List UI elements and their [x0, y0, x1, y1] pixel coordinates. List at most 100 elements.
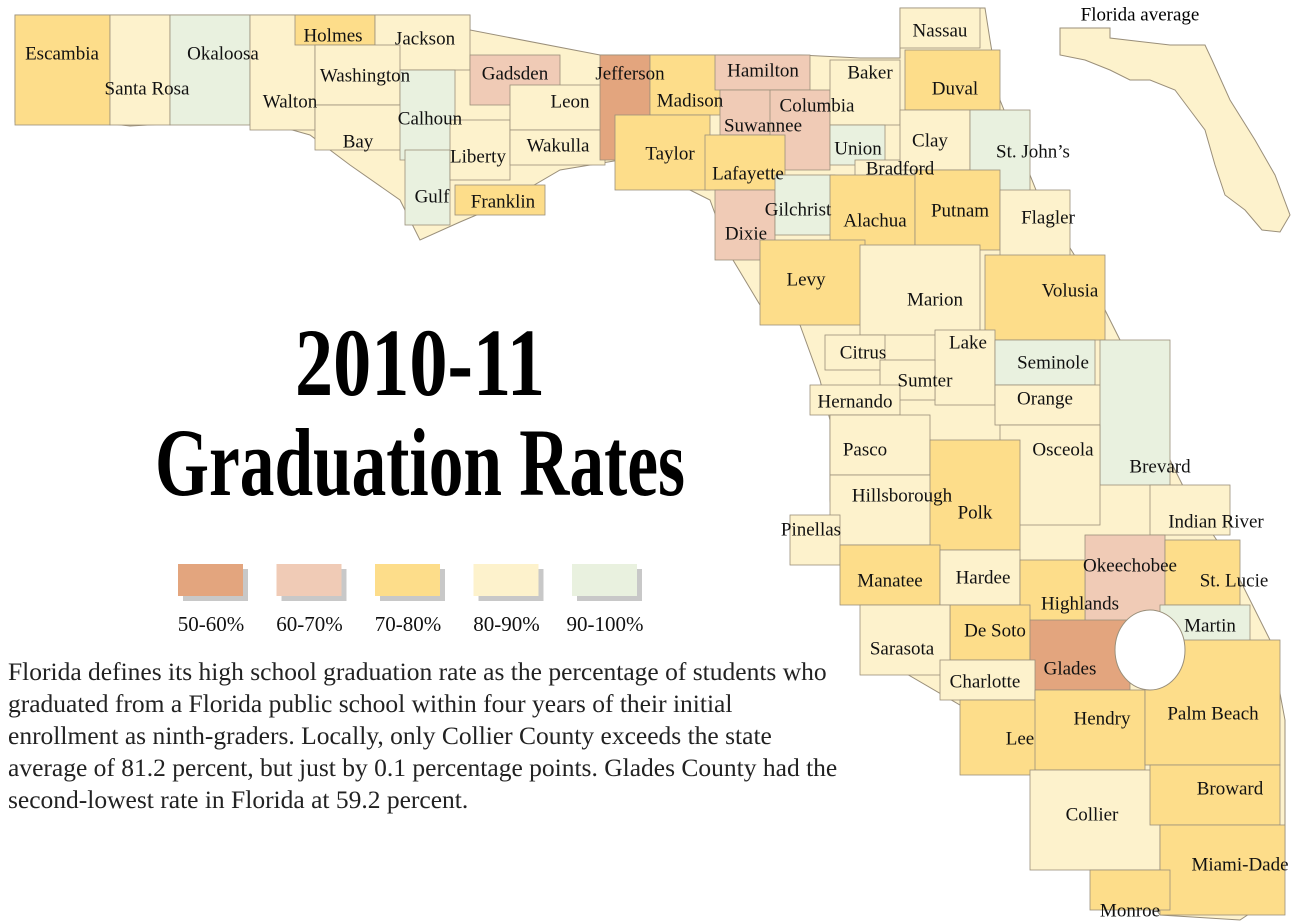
county-label: Taylor	[645, 143, 695, 164]
county	[824, 334, 886, 371]
county-label: Leon	[550, 91, 590, 112]
county	[859, 604, 951, 676]
county	[774, 174, 836, 236]
county-label: Gulf	[415, 186, 451, 207]
county-label: Madison	[657, 90, 724, 111]
legend-swatch	[178, 564, 243, 596]
county-label: Union	[834, 138, 882, 159]
county	[109, 14, 171, 126]
county-label: Hernando	[818, 391, 893, 412]
county-label: Hamilton	[727, 60, 799, 81]
county	[1089, 869, 1171, 911]
county	[939, 659, 1036, 701]
title-line1: 2010-11	[295, 309, 545, 416]
counties	[14, 7, 1286, 921]
county	[959, 699, 1041, 776]
county	[934, 329, 996, 406]
county	[949, 604, 1031, 661]
county-label: Volusia	[1042, 280, 1099, 301]
county-label: Lake	[949, 332, 987, 353]
county	[994, 384, 1106, 426]
county	[914, 169, 1001, 251]
county-label: Sumter	[898, 370, 954, 391]
county	[1149, 484, 1231, 536]
county-label: Columbia	[780, 95, 856, 116]
county-label: Clay	[912, 130, 948, 151]
county	[929, 439, 1021, 551]
county	[839, 544, 941, 606]
county-label: De Soto	[964, 620, 1026, 641]
county-label: Orange	[1017, 388, 1073, 409]
county-label: Liberty	[450, 146, 506, 167]
county-label: Holmes	[303, 25, 362, 46]
county-label: Pinellas	[781, 519, 841, 540]
county	[939, 549, 1021, 606]
county	[714, 54, 811, 91]
county	[899, 7, 981, 49]
county-label: Marion	[907, 289, 963, 310]
legend-swatch	[276, 564, 342, 596]
county	[314, 44, 401, 106]
county-label: Hardee	[956, 567, 1011, 588]
county-label: Jackson	[395, 28, 456, 49]
county-label: Baker	[847, 62, 893, 83]
county-label: Osceola	[1032, 439, 1094, 460]
title-line2: Graduation Rates	[155, 409, 685, 516]
county-label: Duval	[932, 78, 978, 99]
county-label: Jefferson	[595, 63, 665, 84]
county	[1159, 824, 1286, 916]
legend-swatch	[473, 564, 539, 596]
county	[859, 244, 981, 336]
legend-label: 60-70%	[276, 612, 343, 636]
county-label: Bay	[343, 131, 374, 152]
county-label: Bradford	[866, 158, 935, 179]
county	[509, 84, 606, 131]
inset-label: Florida average	[1081, 4, 1200, 25]
county	[829, 59, 901, 126]
county-label: Collier	[1066, 804, 1119, 825]
lake	[1114, 609, 1186, 691]
county-label: Palm Beach	[1167, 703, 1259, 724]
county-label: Broward	[1197, 778, 1264, 799]
county-label: Franklin	[471, 191, 536, 212]
county	[314, 104, 406, 151]
county	[994, 339, 1096, 386]
county-label: Manatee	[857, 570, 922, 591]
county-label: Seminole	[1017, 352, 1089, 373]
county-label: Polk	[958, 502, 993, 523]
description: Florida defines its high school graduati…	[8, 657, 838, 814]
county	[789, 514, 841, 566]
county-label: Highlands	[1041, 593, 1119, 614]
county	[399, 69, 456, 161]
county-label: Gilchrist	[765, 199, 832, 220]
county	[449, 119, 511, 181]
county	[169, 14, 251, 126]
county	[1099, 339, 1171, 486]
county-label: Santa Rosa	[105, 78, 191, 99]
county	[294, 14, 376, 46]
county-label: Alachua	[843, 210, 907, 231]
legend-label: 50-60%	[178, 612, 245, 636]
county	[614, 114, 711, 191]
county	[904, 49, 1001, 111]
county-labels: Escambia Santa Rosa Okaloosa Walton Holmes Ja…	[25, 20, 1288, 921]
county-label: Calhoun	[398, 108, 463, 129]
county-label: St. Lucie	[1200, 570, 1269, 591]
legend-label: 80-90%	[473, 612, 540, 636]
county	[1029, 619, 1131, 691]
legend-label: 70-80%	[375, 612, 442, 636]
county	[984, 254, 1106, 341]
county	[759, 239, 866, 326]
county	[1029, 769, 1161, 871]
county-label: Hendry	[1074, 708, 1131, 729]
county-label: Indian River	[1168, 511, 1264, 532]
county-label: Martin	[1184, 615, 1236, 636]
county-label: Brevard	[1129, 456, 1191, 477]
county-label: Okeechobee	[1083, 555, 1177, 576]
county	[1164, 539, 1241, 606]
county-label: Gadsden	[482, 63, 549, 84]
county-label: Charlotte	[950, 671, 1021, 692]
inset-map	[1059, 27, 1291, 233]
